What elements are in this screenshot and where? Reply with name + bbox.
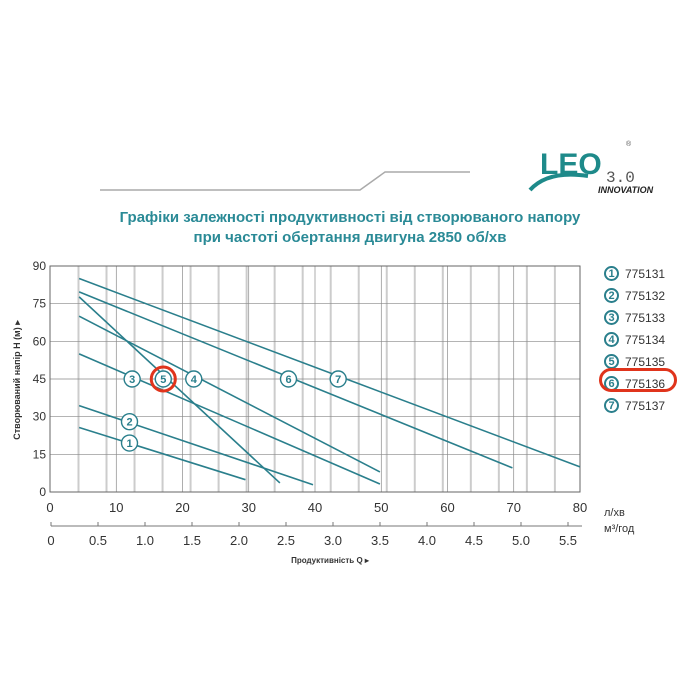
- legend-model: 775137: [625, 398, 666, 413]
- x2-tick-label: 4.0: [418, 533, 436, 548]
- x2-unit-label: м³/год: [604, 523, 635, 535]
- y-tick-label: 60: [33, 334, 47, 348]
- series-badge-5: [154, 370, 172, 388]
- plot-frame: [49, 265, 581, 493]
- legend-model: 775135: [625, 354, 666, 369]
- series-line-7: [78, 277, 581, 468]
- series-badge-7: [329, 370, 347, 388]
- series-badge-label: 2: [126, 417, 132, 429]
- x-tick-label: 40: [308, 500, 322, 515]
- x2-tick-label: 0: [47, 533, 54, 548]
- svg-text:INNOVATION: INNOVATION: [598, 185, 654, 195]
- series-line-1: [78, 426, 246, 481]
- y-tick-label: 0: [39, 485, 46, 499]
- series-badge-label: 6: [285, 374, 291, 386]
- series-badge-label: 5: [160, 374, 166, 386]
- x-tick-label: 0: [46, 500, 53, 515]
- x2-tick-label: 5.5: [559, 533, 577, 548]
- x-tick-label: 20: [175, 500, 189, 515]
- legend-item-775133: 3 775133: [604, 310, 665, 325]
- legend-badge: 1: [604, 266, 619, 281]
- series-line-4: [78, 315, 381, 473]
- series-line-5: [78, 296, 281, 484]
- series-badge-label: 3: [129, 374, 135, 386]
- x2-tick-label: 3.5: [371, 533, 389, 548]
- decor-line: [100, 171, 470, 191]
- y-tick-label: 75: [33, 297, 47, 311]
- x2-tick-label: 3.0: [324, 533, 342, 548]
- legend-badge: 7: [604, 398, 619, 413]
- y-tick-label: 45: [33, 372, 47, 386]
- legend-badge: 3: [604, 310, 619, 325]
- x2-tick-label: 2.5: [277, 533, 295, 548]
- svg-text:®: ®: [626, 140, 632, 148]
- legend-item-775132: 2 775132: [604, 288, 665, 303]
- legend-model: 775131: [625, 266, 666, 281]
- x-tick-label: 80: [573, 500, 587, 515]
- legend-model: 775133: [625, 310, 666, 325]
- legend-badge: 2: [604, 288, 619, 303]
- x2-tick-label: 2.0: [230, 533, 248, 548]
- y-axis-title: Створюваний напір Н (м) ▸: [12, 320, 22, 440]
- series-badge-4: [185, 370, 203, 388]
- x2-tick-label: 4.5: [465, 533, 483, 548]
- title-line-1: Графіки залежності продуктивності від ст…: [119, 209, 581, 226]
- chart-title: Графіки залежності продуктивності від ст…: [0, 208, 700, 248]
- series-badge-1: [120, 434, 139, 452]
- leo-logo: LEO 3.0 INNOVATION ®: [528, 140, 654, 195]
- legend-badge: 5: [604, 354, 619, 369]
- x-unit-label: л/хв: [604, 507, 625, 519]
- svg-text:LEO: LEO: [540, 148, 602, 181]
- title-line-2: при частоті обертання двигуна 2850 об/хв: [193, 229, 507, 246]
- series-badge-label: 1: [126, 438, 132, 450]
- highlight-ring: [149, 365, 177, 393]
- legend-model: 775136: [625, 376, 666, 391]
- series-badge-label: 4: [191, 374, 198, 386]
- legend-item-775135: 5 775135: [604, 354, 665, 369]
- x-tick-label: 50: [374, 500, 388, 515]
- series-badge-label: 7: [335, 374, 341, 386]
- legend-item-775137: 7 775137: [604, 398, 665, 413]
- y-tick-label: 90: [33, 259, 47, 273]
- x2-tick-label: 5.0: [512, 533, 530, 548]
- y-tick-label: 30: [33, 410, 47, 424]
- legend-item-775131: 1 775131: [604, 266, 665, 281]
- legend-badge: 4: [604, 332, 619, 347]
- legend-model: 775132: [625, 288, 666, 303]
- x-axis-title: Продуктивність Q ▸: [291, 556, 370, 565]
- x-tick-label: 10: [109, 500, 123, 515]
- y-tick-label: 15: [33, 447, 47, 461]
- x2-tick-label: 1.0: [136, 533, 154, 548]
- x-tick-label: 70: [507, 500, 521, 515]
- x2-tick-label: 1.5: [183, 533, 201, 548]
- series-badge-3: [123, 370, 141, 388]
- series-line-2: [78, 404, 314, 486]
- x-tick-label: 30: [242, 500, 256, 515]
- legend-item-775134: 4 775134: [604, 332, 665, 347]
- series-badge-6: [279, 370, 298, 388]
- legend-model: 775134: [625, 332, 666, 347]
- x-tick-label: 60: [440, 500, 454, 515]
- svg-text:3.0: 3.0: [606, 169, 635, 187]
- x2-tick-label: 0.5: [89, 533, 107, 548]
- series-badge-2: [120, 412, 139, 431]
- legend-highlight-ring: [599, 368, 677, 392]
